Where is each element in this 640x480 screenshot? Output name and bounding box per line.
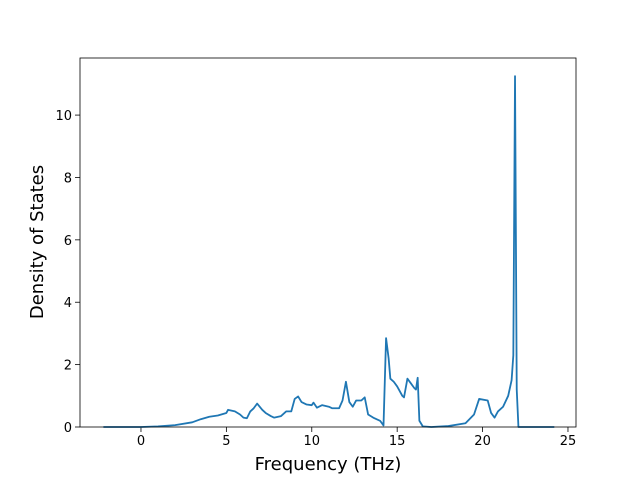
y-tick-label: 4	[64, 296, 72, 311]
plot-frame	[79, 57, 577, 428]
line-series	[103, 75, 555, 428]
y-tick-label: 2	[64, 359, 72, 374]
x-axis-label: Frequency (THz)	[255, 454, 402, 475]
y-tick-label: 0	[64, 421, 72, 436]
x-tick-label: 5	[222, 434, 230, 449]
x-tick-label: 0	[137, 434, 145, 449]
x-tick-label: 20	[474, 434, 491, 449]
x-tick-label: 15	[389, 434, 406, 449]
y-tick-label: 10	[55, 109, 72, 124]
y-tick-label: 8	[64, 171, 72, 186]
y-axis-label: Density of States	[27, 165, 48, 319]
x-tick-label: 25	[560, 434, 577, 449]
y-tick-label: 6	[64, 234, 72, 249]
x-tick-label: 10	[304, 434, 321, 449]
